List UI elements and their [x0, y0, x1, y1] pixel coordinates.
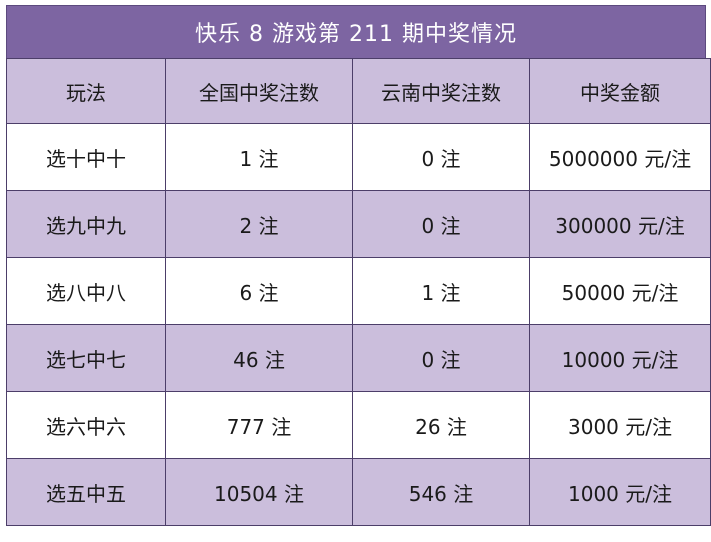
header-yunnan-winners: 云南中奖注数 — [352, 58, 530, 124]
header-prize-amount: 中奖金额 — [529, 58, 711, 124]
cell-yunnan-winners: 546 注 — [352, 458, 530, 526]
lottery-results-table-container: 快乐 8 游戏第 211 期中奖情况 玩法 全国中奖注数 云南中奖注数 中奖金额… — [6, 5, 711, 538]
cell-play-type: 选九中九 — [6, 190, 166, 258]
cell-yunnan-winners: 0 注 — [352, 190, 530, 258]
table-row: 选六中六 777 注 26 注 3000 元/注 — [6, 391, 711, 459]
cell-prize-amount: 50000 元/注 — [529, 257, 711, 325]
cell-play-type: 选八中八 — [6, 257, 166, 325]
table-row: 选十中十 1 注 0 注 5000000 元/注 — [6, 123, 711, 191]
cell-yunnan-winners: 0 注 — [352, 324, 530, 392]
header-national-winners: 全国中奖注数 — [165, 58, 353, 124]
cell-play-type: 选十中十 — [6, 123, 166, 191]
cell-play-type: 选六中六 — [6, 391, 166, 459]
cell-play-type: 选五中五 — [6, 458, 166, 526]
cell-prize-amount: 300000 元/注 — [529, 190, 711, 258]
table-row: 选九中九 2 注 0 注 300000 元/注 — [6, 190, 711, 258]
cell-national-winners: 46 注 — [165, 324, 353, 392]
cell-prize-amount: 3000 元/注 — [529, 391, 711, 459]
cell-prize-amount: 5000000 元/注 — [529, 123, 711, 191]
table-row: 选七中七 46 注 0 注 10000 元/注 — [6, 324, 711, 392]
cell-prize-amount: 1000 元/注 — [529, 458, 711, 526]
cell-prize-amount: 10000 元/注 — [529, 324, 711, 392]
cell-national-winners: 1 注 — [165, 123, 353, 191]
cell-play-type: 选七中七 — [6, 324, 166, 392]
cell-national-winners: 2 注 — [165, 190, 353, 258]
cell-national-winners: 777 注 — [165, 391, 353, 459]
cell-yunnan-winners: 1 注 — [352, 257, 530, 325]
cell-yunnan-winners: 26 注 — [352, 391, 530, 459]
table-row: 选八中八 6 注 1 注 50000 元/注 — [6, 257, 711, 325]
table-row: 选五中五 10504 注 546 注 1000 元/注 — [6, 458, 711, 526]
table-title: 快乐 8 游戏第 211 期中奖情况 — [6, 5, 706, 58]
results-table: 玩法 全国中奖注数 云南中奖注数 中奖金额 选十中十 1 注 0 注 50000… — [6, 58, 711, 526]
cell-yunnan-winners: 0 注 — [352, 123, 530, 191]
header-play-type: 玩法 — [6, 58, 166, 124]
header-row: 玩法 全国中奖注数 云南中奖注数 中奖金额 — [6, 58, 711, 124]
cell-national-winners: 6 注 — [165, 257, 353, 325]
cell-national-winners: 10504 注 — [165, 458, 353, 526]
